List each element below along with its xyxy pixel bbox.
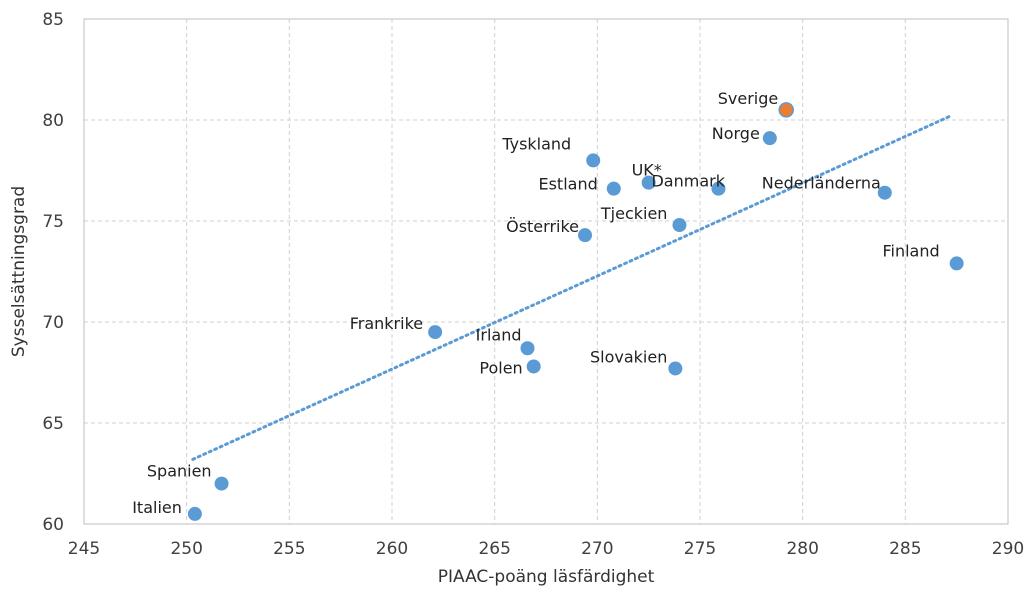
x-tick-label: 255 [273,539,305,559]
data-label: Nederländerna [762,174,881,193]
y-tick-label: 70 [42,313,64,333]
x-tick-label: 260 [376,539,408,559]
y-tick-label: 65 [42,414,64,434]
data-point [526,359,541,374]
x-tick-label: 275 [684,539,716,559]
data-points [187,102,964,521]
data-label: Tjeckien [600,204,668,223]
x-tick-label: 290 [992,539,1024,559]
data-point [641,175,656,190]
data-point [586,153,601,168]
x-tick-label: 270 [581,539,613,559]
x-tick-label: 285 [889,539,921,559]
axis-ticks: 245 250 255 260 265 270 275 280 285 290 60 65 70 75 80… [42,10,1024,559]
data-point [762,131,777,146]
data-label: Slovakien [590,347,667,366]
data-point [520,341,535,356]
data-label: Norge [712,124,760,143]
data-label: Spanien [147,462,212,481]
data-label: UK* [632,161,662,180]
data-point [877,185,892,200]
data-point [949,256,964,271]
data-label: Österrike [506,217,579,236]
data-point [578,228,593,243]
y-tick-label: 80 [42,111,64,131]
data-point [668,361,683,376]
x-tick-label: 245 [68,539,100,559]
data-label: Danmark [651,172,725,191]
y-axis-title: Sysselsättningsgrad [9,186,29,357]
data-point [778,102,794,118]
data-labels: Sverige Norge Tyskland UK*Danmark Estland Ned… [132,89,939,517]
data-point [428,325,443,340]
y-tick-label: 85 [42,10,64,30]
trendline [191,114,953,461]
x-tick-label: 265 [478,539,510,559]
data-point [711,181,726,196]
data-label: Frankrike [350,314,423,333]
data-label: Italien [132,498,182,517]
y-tick-label: 75 [42,212,64,232]
grid [84,19,1008,524]
x-tick-label: 280 [786,539,818,559]
data-point [187,506,202,521]
data-label: Sverige [718,89,779,108]
data-label: Tyskland [501,134,571,153]
data-point [606,181,621,196]
data-point [214,476,229,491]
data-label: Polen [479,358,522,377]
data-label: Finland [882,241,939,260]
plot-area [83,18,1009,525]
y-tick-label: 60 [42,515,64,535]
x-tick-label: 250 [170,539,202,559]
x-axis-title: PIAAC-poäng läsfärdighet [438,567,655,587]
data-point [672,218,687,233]
data-label: Irland [476,325,522,344]
data-label: Estland [538,175,597,194]
